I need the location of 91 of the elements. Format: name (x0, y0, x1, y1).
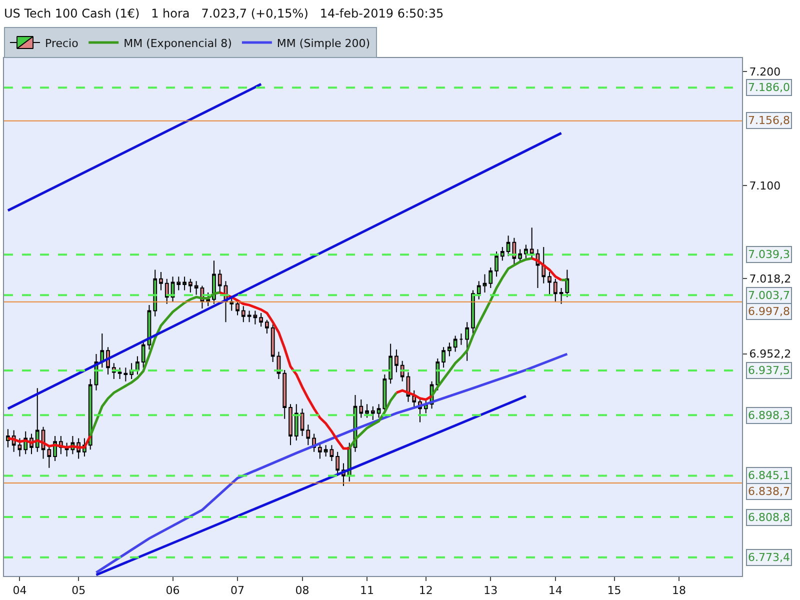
candlestick (159, 272, 163, 291)
candlestick (365, 404, 369, 418)
y-tick-label: 7.200 (749, 66, 781, 79)
candlestick (182, 276, 186, 291)
chart-title: US Tech 100 Cash (1€) 1 hora 7.023,7 (+0,15%) 14-feb-2019 6:50:35 (4, 6, 444, 20)
y-tick-label: 6.952,2 (749, 348, 792, 361)
ref-line-label: 7.003,7 (748, 289, 790, 302)
candlestick (124, 367, 128, 382)
y-tick-label: 7.018,2 (749, 272, 792, 286)
candlestick (294, 404, 298, 442)
candlestick (459, 333, 464, 346)
candlestick (270, 324, 275, 362)
candlestick (518, 248, 522, 264)
x-tick-label: 07 (230, 584, 245, 598)
ref-line-label: 6.898,3 (748, 409, 790, 422)
candlestick (370, 406, 375, 421)
x-tick-label: 14 (548, 584, 562, 598)
candlestick (47, 444, 52, 468)
candlestick (453, 335, 458, 352)
x-tick-label: 11 (360, 584, 374, 598)
candlestick (359, 399, 364, 418)
x-tick-label: 12 (418, 584, 433, 598)
candlestick (141, 340, 146, 368)
ref-line-label: 7.186,0 (748, 81, 790, 94)
candlestick (553, 278, 558, 302)
candlestick (530, 227, 534, 259)
candlestick (542, 246, 546, 284)
candlestick (247, 310, 252, 323)
candlestick (436, 358, 440, 391)
candlestick (330, 444, 334, 462)
candlestick (164, 278, 169, 304)
x-tick-label: 06 (166, 584, 180, 598)
candlestick (388, 343, 393, 384)
ref-line-label: 7.156,8 (748, 114, 790, 127)
ref-line-label: 6.845,1 (748, 469, 790, 482)
candlestick (194, 280, 198, 296)
x-tick-label: 08 (295, 584, 310, 598)
candlestick (506, 235, 510, 257)
candlestick (100, 333, 104, 368)
candlestick (253, 310, 258, 325)
candlestick (306, 424, 310, 446)
candlestick (188, 278, 192, 294)
candlestick (212, 260, 216, 304)
candlestick (471, 290, 475, 334)
candlestick (259, 312, 264, 328)
candlestick (118, 367, 122, 380)
x-tick-label: 18 (672, 584, 686, 598)
candlestick (318, 442, 322, 460)
candlestick (376, 404, 381, 418)
candlestick (476, 280, 481, 300)
x-tick-label: 15 (607, 584, 622, 598)
candlestick (35, 388, 40, 452)
legend-label: Precio (45, 36, 79, 50)
candlestick (241, 306, 246, 323)
candlestick (412, 390, 416, 410)
candlestick (288, 404, 292, 446)
y-tick-label: 7.100 (749, 179, 781, 192)
candlestick (300, 408, 304, 436)
ref-line-label: 6.808,8 (748, 511, 790, 524)
candlestick (324, 444, 328, 457)
candlestick (394, 348, 398, 373)
ref-line-label: 6.838,7 (748, 485, 790, 498)
candlestick (136, 356, 140, 375)
legend-label: MM (Simple 200) (276, 36, 370, 50)
line-series (94, 352, 568, 574)
candlestick (265, 319, 269, 334)
candlestick (482, 274, 487, 294)
candlestick (559, 287, 564, 304)
candlestick (336, 451, 340, 476)
candlestick (18, 438, 22, 457)
ref-line-label: 6.937,5 (748, 364, 790, 377)
candlestick (500, 246, 504, 262)
ref-line-label: 6.773,4 (748, 551, 790, 564)
x-tick-label: 13 (484, 584, 498, 598)
candlestick (282, 369, 287, 420)
candlestick (565, 269, 570, 298)
candlestick (524, 244, 528, 259)
candlestick (548, 272, 552, 296)
candlestick (465, 322, 470, 362)
candlestick (176, 276, 181, 291)
x-tick-label: 05 (72, 584, 86, 598)
candlestick (494, 251, 498, 278)
candlestick (488, 266, 493, 288)
legend-label: MM (Exponencial 8) (124, 36, 232, 50)
candlestick (218, 269, 222, 294)
x-tick-label: 04 (12, 584, 27, 598)
ref-line-label: 6.997,8 (748, 305, 790, 318)
candlestick (447, 342, 452, 357)
ref-line-label: 7.039,3 (748, 248, 790, 261)
candlestick (88, 378, 92, 450)
candlestick (442, 346, 446, 368)
